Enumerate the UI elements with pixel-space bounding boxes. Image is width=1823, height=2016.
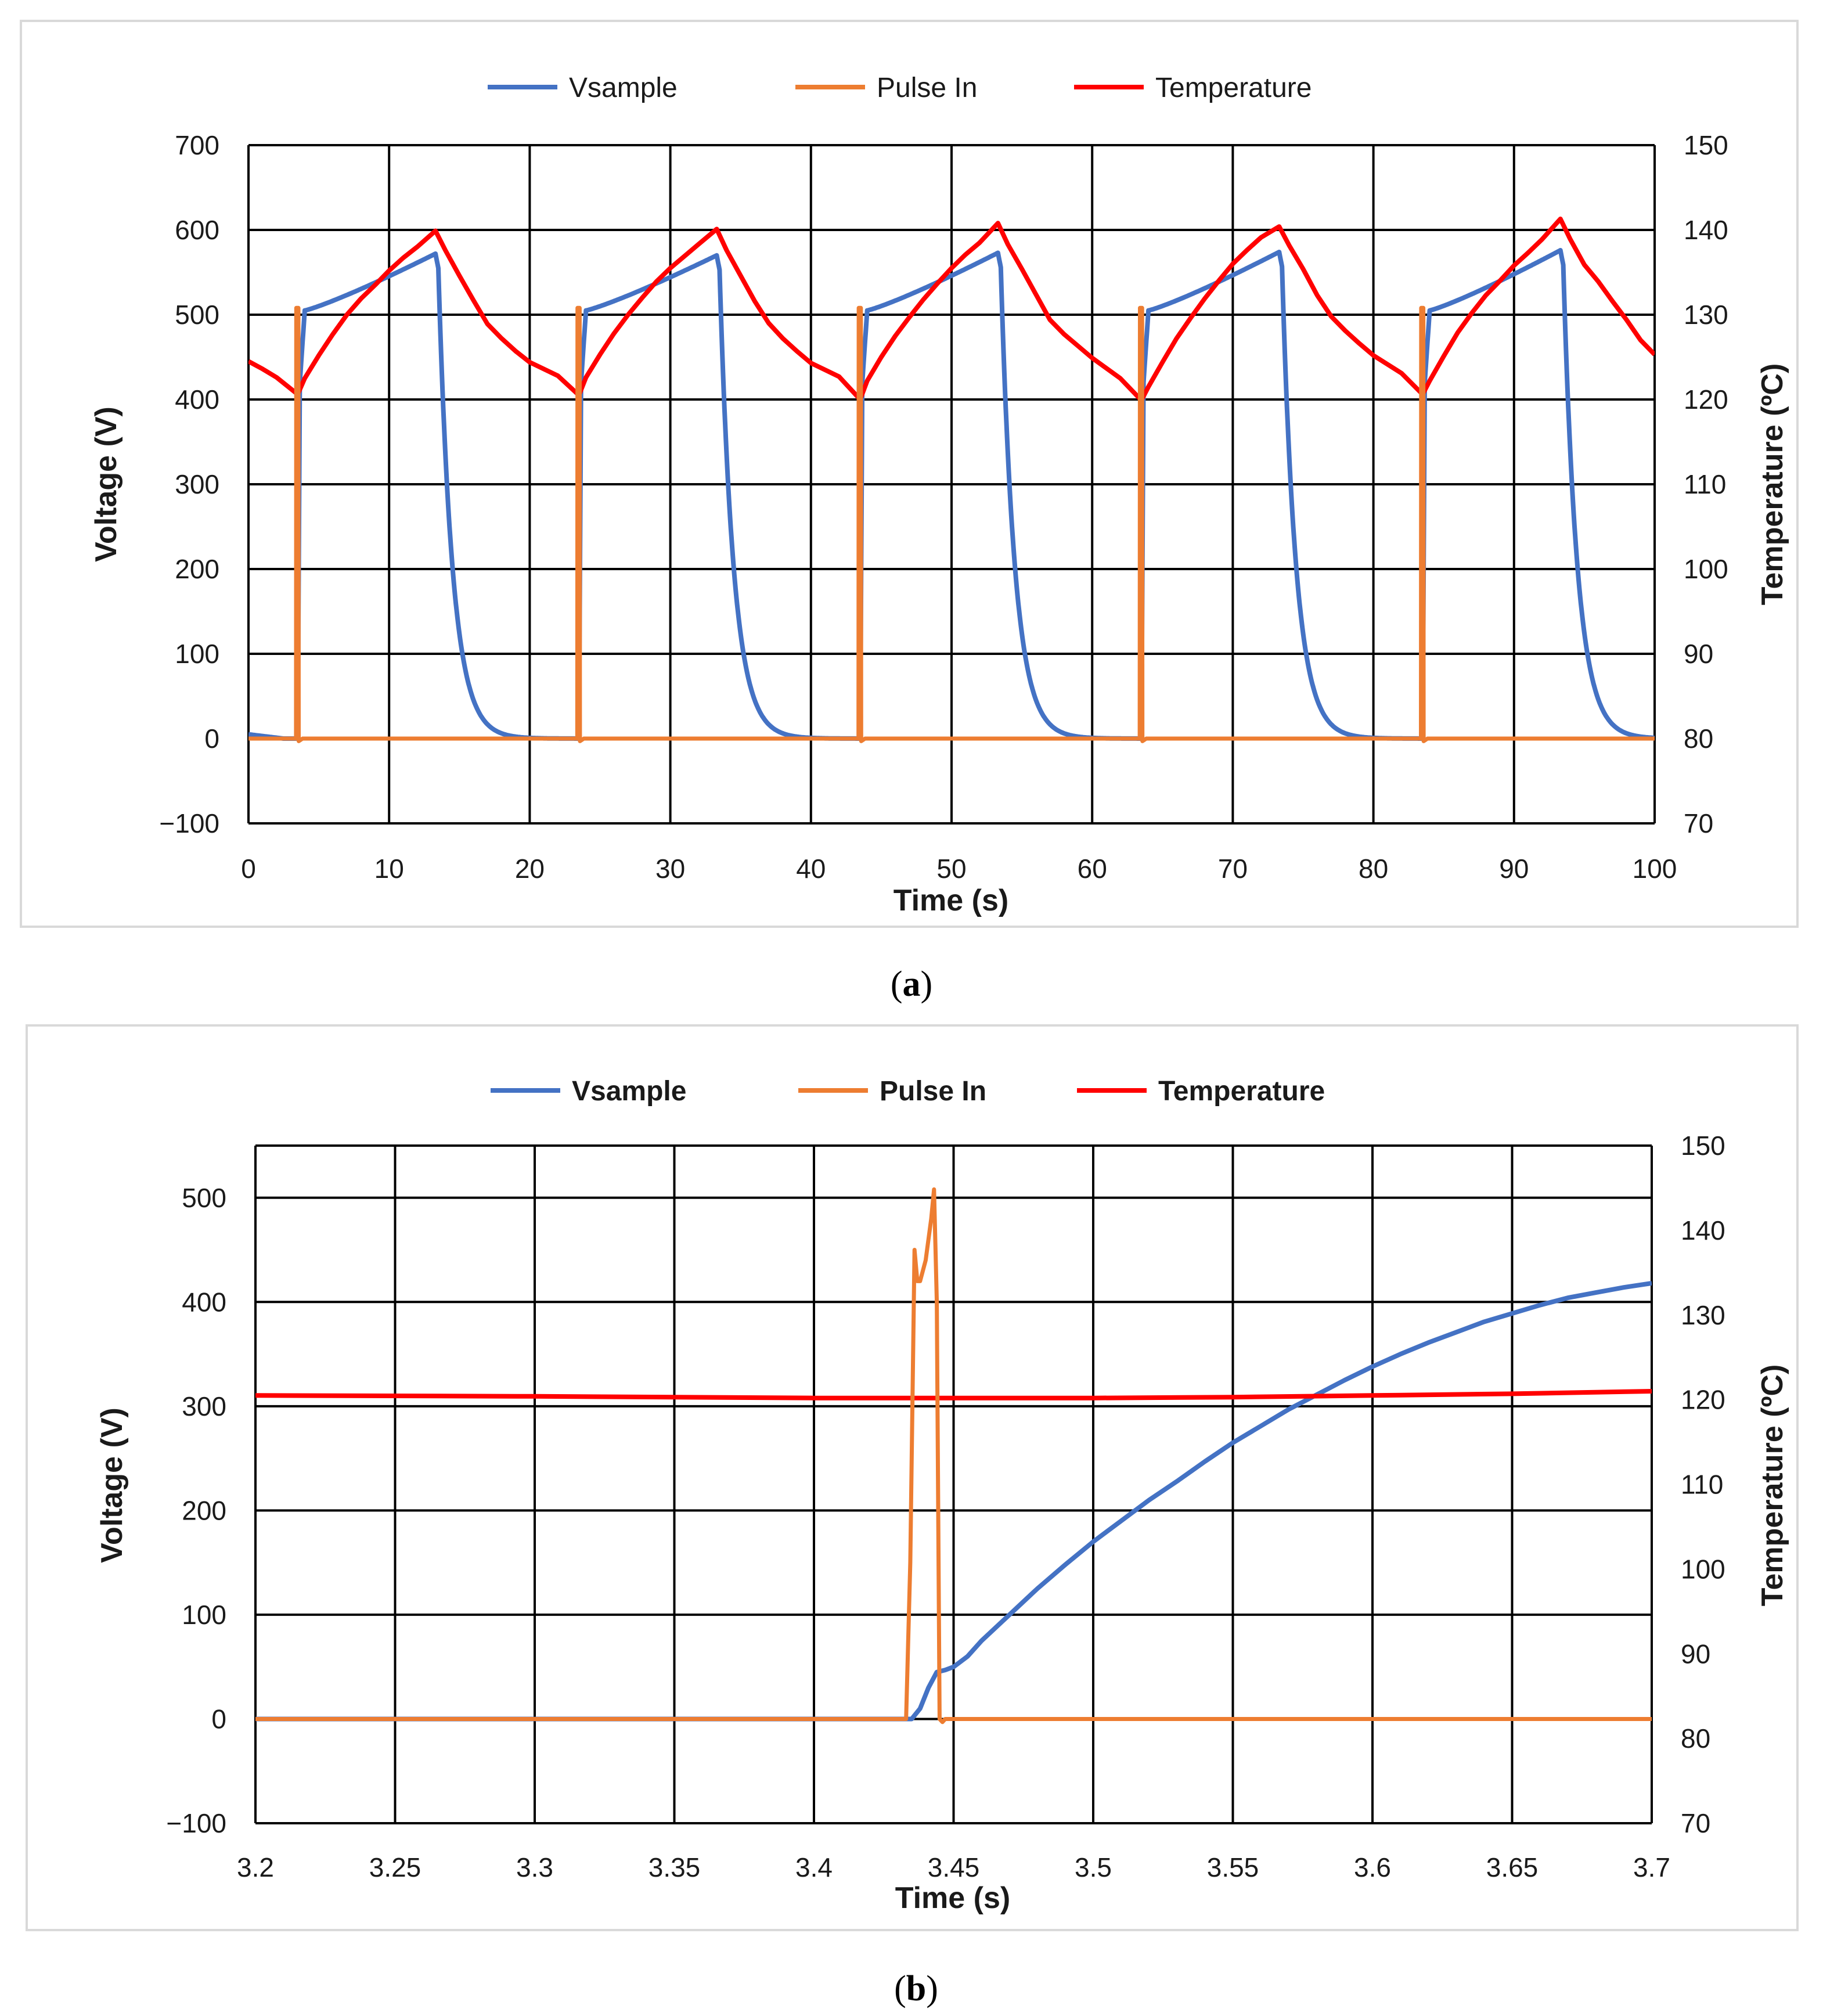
caption-letter: b (906, 1969, 926, 2008)
y-axis-title: Voltage (V) (95, 1407, 129, 1563)
x-tick-label: 3.45 (928, 1852, 980, 1882)
x-tick-label: 30 (655, 854, 685, 884)
x-tick-label: 3.5 (1075, 1852, 1112, 1882)
x-tick-label: 50 (936, 854, 966, 884)
y-tick-label: 0 (204, 723, 219, 754)
y-tick-label: 400 (182, 1287, 226, 1317)
x-tick-label: 80 (1359, 854, 1388, 884)
chart-panel-b: Vsample Pulse In Temperature 3.2 3.25 3.3 3.3… (26, 1024, 1799, 2008)
x-tick-label: 3.65 (1486, 1852, 1539, 1882)
legend: Vsample Pulse In Temperature (491, 1076, 1325, 1107)
x-tick-label: 3.3 (516, 1852, 553, 1882)
x-tick-label: 3.25 (369, 1852, 421, 1882)
y-tick-label: 100 (175, 639, 219, 669)
y2-axis-ticks: 150 140 130 120 110 100 90 80 70 (1684, 130, 1728, 838)
y2-tick-label: 70 (1684, 808, 1713, 838)
legend-label: Pulse In (880, 1076, 986, 1107)
y-axis-ticks: 700 600 500 400 300 200 100 0 −100 (159, 130, 219, 838)
y-axis-title: Voltage (V) (89, 406, 123, 562)
series-group (248, 217, 1655, 743)
x-axis-title: Time (s) (895, 1881, 1010, 1915)
y-tick-label: −100 (159, 808, 219, 838)
y2-tick-label: 110 (1681, 1470, 1723, 1500)
x-tick-label: 90 (1499, 854, 1529, 884)
y2-tick-label: 70 (1681, 1808, 1710, 1838)
y2-tick-label: 110 (1684, 469, 1726, 499)
y-tick-label: 300 (175, 469, 219, 499)
x-tick-label: 40 (796, 854, 826, 884)
y-tick-label: 400 (175, 384, 219, 415)
y2-tick-label: 140 (1684, 215, 1728, 245)
legend-label: Vsample (569, 73, 678, 103)
y-tick-label: −100 (166, 1808, 226, 1838)
y-tick-label: 500 (175, 300, 219, 330)
y2-tick-label: 120 (1681, 1385, 1725, 1415)
x-tick-label: 3.6 (1354, 1852, 1391, 1882)
x-axis-title: Time (s) (894, 884, 1008, 917)
y-axis-ticks: 500 400 300 200 100 0 −100 (166, 1183, 226, 1838)
x-tick-label: 3.55 (1207, 1852, 1259, 1882)
legend-label: Temperature (1155, 73, 1312, 103)
y-tick-label: 700 (175, 130, 219, 160)
y2-tick-label: 130 (1684, 300, 1728, 330)
y-tick-label: 0 (211, 1704, 226, 1734)
panel-caption: (a) (891, 964, 932, 1004)
y-tick-label: 200 (182, 1495, 226, 1525)
x-tick-label: 3.7 (1633, 1852, 1670, 1882)
x-axis-ticks: 0 10 20 30 40 50 60 70 80 90 100 (241, 854, 1677, 884)
x-axis-ticks: 3.2 3.25 3.3 3.35 3.4 3.45 3.5 3.55 3.6 3.65 3.7 (237, 1852, 1670, 1882)
y2-tick-label: 90 (1684, 639, 1713, 669)
legend-label: Vsample (572, 1076, 686, 1107)
series-line-vsample (255, 1281, 1652, 1722)
panel-caption: (b) (894, 1969, 938, 2008)
legend-label: Pulse In (877, 73, 977, 103)
y-tick-label: 500 (182, 1183, 226, 1213)
y2-tick-label: 140 (1681, 1215, 1725, 1245)
legend-label: Temperature (1158, 1076, 1325, 1107)
chart-panel-a: Vsample Pulse In Temperature 0 10 20 30 40 50 60… (20, 20, 1799, 1004)
y2-tick-label: 150 (1684, 130, 1728, 160)
y2-tick-label: 80 (1681, 1723, 1710, 1754)
y2-tick-label: 130 (1681, 1300, 1725, 1330)
x-tick-label: 3.4 (795, 1852, 833, 1882)
y2-axis-title: Temperature (ºC) (1756, 1365, 1789, 1607)
y2-axis-ticks: 150 140 130 120 110 100 90 80 70 (1681, 1131, 1725, 1838)
x-tick-label: 100 (1633, 854, 1677, 884)
x-tick-label: 60 (1078, 854, 1107, 884)
y-tick-label: 200 (175, 554, 219, 584)
x-tick-label: 3.35 (649, 1852, 701, 1882)
series-line-temperature (248, 217, 1655, 403)
x-tick-label: 3.2 (237, 1852, 274, 1882)
y-tick-label: 600 (175, 215, 219, 245)
y2-axis-title: Temperature (ºC) (1756, 363, 1789, 606)
y-tick-label: 100 (182, 1600, 226, 1630)
y2-tick-label: 80 (1684, 723, 1713, 754)
x-tick-label: 70 (1218, 854, 1248, 884)
legend: Vsample Pulse In Temperature (488, 73, 1312, 103)
y-tick-label: 300 (182, 1391, 226, 1421)
caption-letter: a (903, 964, 921, 1004)
x-tick-label: 20 (515, 854, 545, 884)
y2-tick-label: 100 (1681, 1554, 1725, 1584)
x-tick-label: 0 (241, 854, 256, 884)
series-group (255, 1187, 1652, 1725)
y2-tick-label: 150 (1681, 1131, 1725, 1161)
gridlines (254, 1144, 1653, 1824)
series-line-pulse-in (248, 305, 1655, 743)
series-line-temperature (255, 1389, 1652, 1401)
y2-tick-label: 120 (1684, 384, 1728, 415)
x-tick-label: 10 (374, 854, 404, 884)
y2-tick-label: 90 (1681, 1639, 1710, 1669)
series-line-pulse-in (255, 1187, 1652, 1725)
y2-tick-label: 100 (1684, 554, 1728, 584)
